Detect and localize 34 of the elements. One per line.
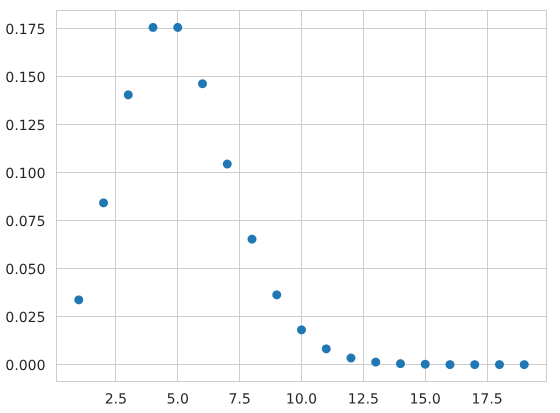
x-tick-label: 17.5 xyxy=(472,392,503,408)
y-tick-label: 0.050 xyxy=(5,262,46,278)
y-tick-label: 0.075 xyxy=(5,214,46,230)
point xyxy=(470,360,480,370)
x-tick-label: 7.5 xyxy=(228,392,251,408)
point xyxy=(520,360,529,370)
y-tick-label: 0.100 xyxy=(5,166,46,182)
y-tick-label: 0.000 xyxy=(5,358,46,374)
x-tick-label: 10.0 xyxy=(286,392,318,408)
point xyxy=(272,290,282,300)
y-tick-label: 0.150 xyxy=(5,70,46,86)
point xyxy=(74,295,84,304)
x-tick-label: 2.5 xyxy=(104,392,128,408)
x-tick-label: 12.5 xyxy=(348,392,379,408)
point xyxy=(494,360,504,370)
y-tick-label: 0.125 xyxy=(5,118,46,134)
x-tick-label: 15.0 xyxy=(410,392,441,408)
point xyxy=(248,234,257,244)
point xyxy=(198,79,208,88)
point xyxy=(445,360,454,370)
point xyxy=(222,160,232,169)
point xyxy=(99,198,108,208)
point xyxy=(396,359,405,368)
point xyxy=(346,354,356,363)
y-tick-label: 0.175 xyxy=(5,22,46,38)
point xyxy=(173,22,182,32)
point xyxy=(148,22,158,32)
point xyxy=(420,360,430,369)
x-tick-label: 5.0 xyxy=(166,392,189,408)
point xyxy=(297,325,306,334)
point xyxy=(322,344,331,354)
y-tick-label: 0.025 xyxy=(5,310,46,326)
point xyxy=(371,358,380,367)
point xyxy=(124,90,133,100)
